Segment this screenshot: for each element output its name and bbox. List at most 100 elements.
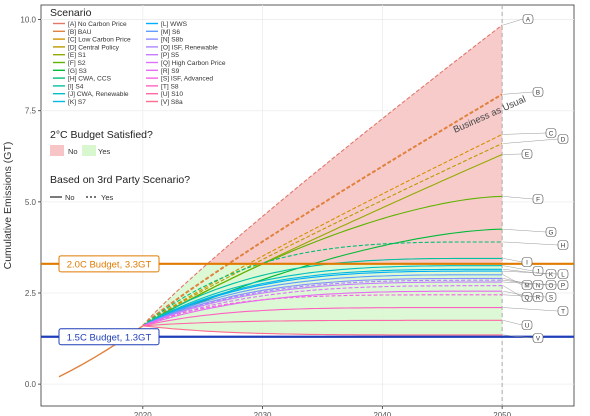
legend-budget-title: 2°C Budget Satisfied?	[50, 129, 153, 141]
series-line-f	[142, 195, 503, 327]
legend-item-label: [M] S6	[161, 29, 180, 36]
legend-item-label: [C] Low Carbon Price	[68, 37, 131, 44]
series-end-label-j: J	[536, 269, 539, 276]
legend: Scenario [A] No Carbon Price[B] BAU[C] Lo…	[50, 7, 226, 202]
legend-item-label: [Q] High Carbon Price	[161, 60, 226, 67]
callout-box	[532, 194, 544, 204]
callout-box	[557, 280, 569, 290]
callout-box	[545, 292, 557, 302]
shade-within-budget	[142, 263, 503, 335]
y-tick-label: 0.0	[25, 380, 37, 389]
legend-title: Scenario	[50, 7, 92, 19]
y-tick-label: 2.5	[25, 289, 37, 298]
legend-item-label: [G] S3	[68, 68, 87, 75]
legend-item-label: [T] S8	[161, 83, 179, 90]
series-end-label-p: P	[561, 283, 565, 290]
series-end-label-b: B	[536, 90, 540, 97]
series-end-label-l: L	[561, 272, 565, 279]
callout-line	[503, 91, 534, 95]
legend-budget-label: Yes	[98, 147, 110, 156]
series-end-label-s: S	[549, 295, 553, 302]
legend-budget-swatch	[82, 145, 96, 156]
legend-party-label: No	[65, 193, 75, 202]
budget-label-box	[58, 328, 160, 346]
series-end-labels: A B CD E F GH I J K L M N O P Q R S T UV	[503, 14, 569, 343]
series-line-t	[142, 307, 503, 327]
series-end-label-o: O	[549, 283, 554, 290]
legend-item-label: [N] S8b	[161, 37, 183, 44]
axes: 0.0 2.5 5.0 7.5 10.0 2020 2030 2040 2050 Cumulati…	[2, 16, 512, 416]
y-tick-label: 10.0	[20, 16, 36, 25]
x-tick-label: 2020	[134, 411, 152, 416]
callout-line	[503, 18, 524, 26]
callout-box	[557, 134, 569, 144]
callout-box	[532, 280, 544, 290]
x-tick-label: 2040	[373, 411, 391, 416]
series-end-label-h: H	[561, 243, 566, 250]
series-line-u	[142, 319, 503, 327]
series-end-label-m: M	[524, 283, 529, 290]
series-end-label-f: F	[536, 197, 540, 204]
callout-box	[532, 333, 544, 343]
callout-box	[545, 128, 557, 138]
legend-budget-label: No	[68, 147, 78, 156]
callout-box	[557, 306, 569, 316]
callout-line	[503, 281, 559, 286]
callout-box	[532, 87, 544, 97]
callout-box	[521, 149, 533, 159]
y-tick-label: 5.0	[25, 198, 37, 207]
legend-item-label: [S] ISF, Advanced	[161, 76, 213, 83]
budget-label: 1.5C Budget, 1.3GT	[67, 333, 152, 344]
x-tick-label: 2030	[254, 411, 272, 416]
budget-label: 2.0C Budget, 3.3GT	[67, 260, 152, 271]
legend-item-label: [A] No Carbon Price	[68, 21, 127, 28]
series-line-q	[142, 285, 503, 327]
callout-box	[521, 320, 533, 330]
x-tick-label: 2050	[493, 411, 511, 416]
callout-line	[503, 132, 547, 135]
legend-item-label: [B] BAU	[68, 29, 92, 36]
series-end-label-d: D	[561, 137, 566, 144]
series-end-label-e: E	[525, 152, 529, 159]
callout-line	[503, 241, 559, 246]
series-line-p	[142, 281, 503, 327]
series-end-label-r: R	[536, 295, 541, 302]
callout-line	[503, 307, 559, 312]
y-axis-label: Cumulative Emissions (GT)	[2, 142, 14, 270]
legend-item-label: [E] S1	[68, 52, 86, 59]
legend-item-label: [I] S4	[68, 83, 84, 90]
legend-item-label: [F] S2	[68, 60, 86, 67]
callout-box	[545, 227, 557, 237]
legend-item-label: [O] ISF, Renewable	[161, 44, 218, 51]
series-line-k	[142, 268, 503, 327]
series-end-label-u: U	[525, 323, 530, 330]
legend-item-label: [V] S8a	[161, 99, 183, 106]
series-line-b	[142, 93, 503, 327]
legend-item-label: [J] CWA, Renewable	[68, 91, 129, 98]
legend-budget-swatch	[50, 145, 64, 156]
series-line-l	[142, 270, 503, 327]
series-end-label-g: G	[549, 230, 554, 237]
legend-item-label: [P] S5	[161, 52, 179, 59]
callout-line	[503, 196, 534, 200]
series-end-label-i: I	[526, 260, 528, 267]
legend-item-label: [K] S7	[68, 99, 86, 106]
legend-item-label: [H] CWA, CCS	[68, 76, 112, 83]
callout-line	[503, 228, 547, 233]
callout-line	[503, 258, 523, 263]
series-line-r	[142, 290, 503, 327]
callout-box	[557, 240, 569, 250]
callout-line	[503, 320, 523, 326]
callout-line	[503, 265, 534, 272]
series-lines	[142, 24, 503, 336]
series-line-d	[142, 143, 503, 327]
series-line-m	[142, 274, 503, 327]
callout-box	[522, 14, 534, 24]
callout-box	[557, 269, 569, 279]
callout-line	[503, 274, 523, 286]
series-line-s	[142, 294, 503, 327]
series-line-a	[142, 24, 503, 327]
legend-item-label: [R] S9	[161, 68, 180, 75]
series-line-c	[142, 133, 503, 327]
legend-item-label: [D] Central Policy	[68, 44, 120, 51]
